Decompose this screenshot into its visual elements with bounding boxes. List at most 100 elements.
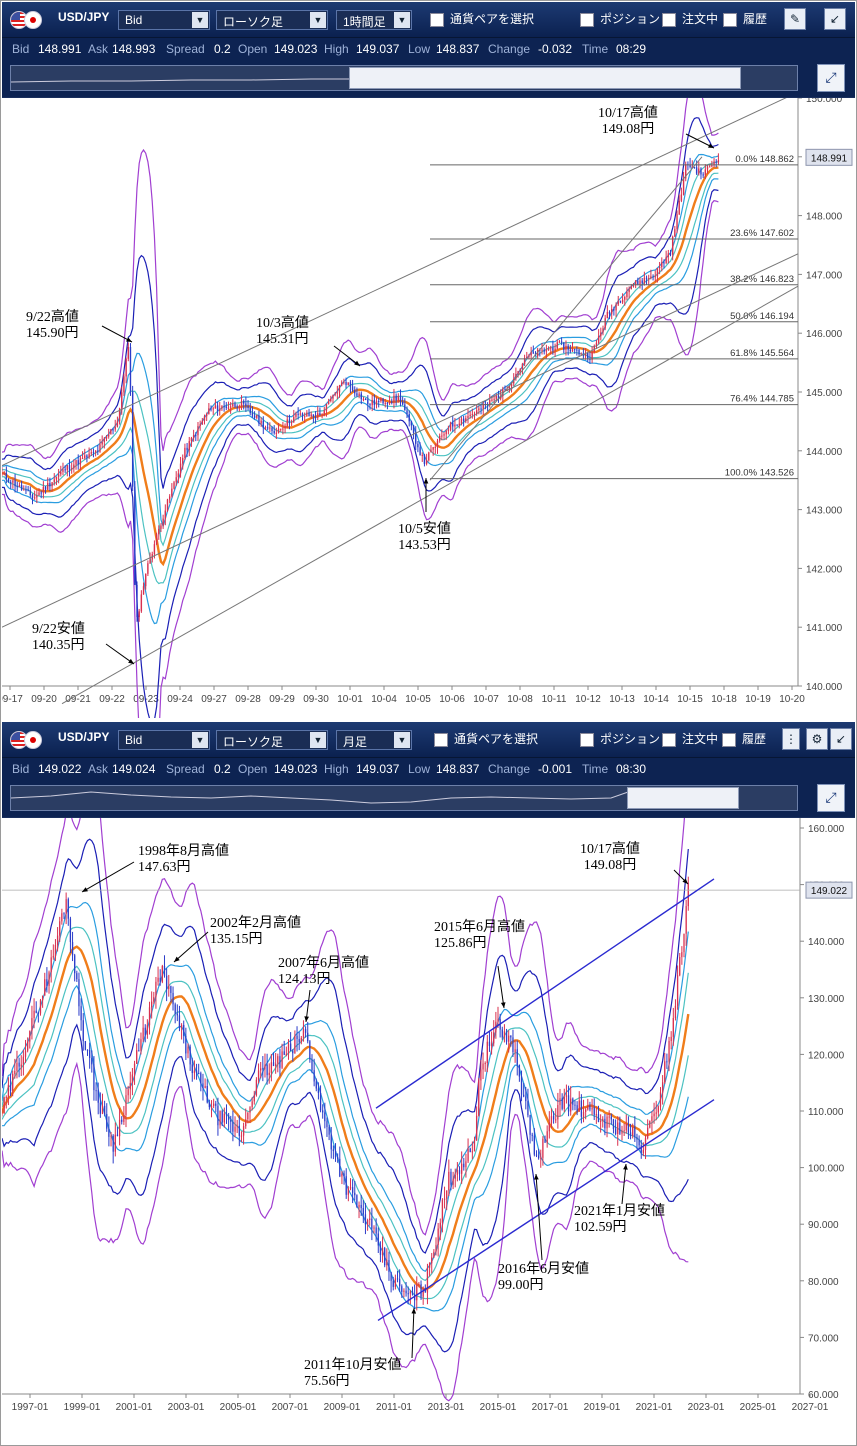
candle-body — [465, 1161, 467, 1168]
candle-body — [125, 1095, 127, 1116]
candle-body — [199, 424, 201, 427]
candle-body — [227, 407, 230, 409]
candle-body — [262, 1068, 264, 1070]
x-tick-label: 2025-01 — [740, 1402, 777, 1413]
navigator-track[interactable] — [10, 785, 798, 811]
candle-body — [597, 1114, 600, 1122]
positions-checkbox[interactable]: ポジション — [580, 730, 660, 750]
candle-body — [197, 426, 199, 436]
drawing-tools-icon[interactable]: ✎ — [784, 8, 806, 30]
candle-body — [469, 1148, 471, 1153]
history-checkbox[interactable]: 履歴 — [723, 10, 767, 30]
candle-body — [159, 977, 161, 982]
currency-pair-label[interactable]: USD/JPY — [58, 730, 110, 744]
navigator-track[interactable] — [10, 65, 798, 91]
expand-icon[interactable]: ⤢ — [817, 784, 845, 812]
candle-body — [29, 1031, 31, 1042]
candle-body — [550, 347, 552, 349]
candle-body — [23, 489, 25, 491]
candle-body — [205, 413, 208, 417]
candle-body — [20, 485, 23, 490]
candle-body — [298, 1039, 300, 1043]
bollinger-band-2sd-upper — [1, 838, 689, 1254]
candle-body — [606, 1116, 608, 1129]
candle-body — [275, 1063, 277, 1067]
candle-body — [123, 1115, 125, 1122]
candle-body — [698, 168, 700, 174]
candle-body — [467, 1148, 469, 1162]
orders-checkbox[interactable]: 注文中 — [662, 730, 718, 750]
navigator-window-handle[interactable] — [349, 67, 741, 89]
candle-body — [653, 1113, 655, 1117]
x-tick-label: 10-07 — [473, 694, 499, 705]
hourly-candlestick-chart[interactable]: 150.000149.000148.000147.000146.000145.0… — [0, 75, 855, 830]
candle-body — [31, 1017, 33, 1032]
y-tick-label: 130.000 — [808, 994, 845, 1005]
arrow-1998-high-head — [82, 887, 88, 892]
candle-body — [324, 1112, 326, 1122]
candle-body — [665, 256, 667, 263]
monthly-candlestick-chart[interactable]: 160.000150.000140.000130.000120.000110.0… — [0, 766, 855, 1444]
select-pair-checkbox[interactable]: 通貨ペアを選択 — [430, 10, 534, 30]
candle-body — [149, 559, 151, 564]
candle-body — [364, 398, 367, 400]
timeframe-select[interactable]: 1時間足 ▼ — [336, 10, 412, 30]
candle-body — [570, 1098, 572, 1112]
orders-checkbox[interactable]: 注文中 — [662, 10, 718, 30]
candle-body — [378, 401, 380, 403]
chart-type-select[interactable]: ローソク足 ▼ — [216, 10, 328, 30]
candle-body — [304, 1029, 307, 1033]
select-pair-checkbox[interactable]: 通貨ペアを選択 — [434, 730, 538, 750]
candle-body — [153, 997, 155, 1002]
arrow-10-17-high-head — [682, 878, 688, 884]
minimize-icon[interactable]: ↙ — [824, 8, 846, 30]
expand-icon[interactable]: ⤢ — [817, 64, 845, 92]
candle-body — [708, 166, 711, 168]
candle-body — [600, 332, 602, 337]
chevron-down-icon: ▼ — [310, 732, 326, 748]
chart-type-select[interactable]: ローソク足 ▼ — [216, 730, 328, 750]
candle-body — [14, 1070, 16, 1074]
candle-body — [682, 178, 685, 195]
positions-checkbox[interactable]: ポジション — [580, 10, 660, 30]
currency-pair-label[interactable]: USD/JPY — [58, 10, 110, 24]
history-checkbox[interactable]: 履歴 — [722, 730, 766, 750]
candle-body — [260, 420, 262, 424]
hourly-chart-panel: USD/JPY Bid ▼ ローソク足 ▼ 1時間足 ▼ 通貨ペアを選択 ポジション … — [0, 2, 855, 830]
x-tick-label: 10-06 — [439, 694, 465, 705]
candle-body — [47, 483, 49, 490]
arrow-2011-low-head — [411, 1308, 417, 1314]
navigator-window-handle[interactable] — [627, 787, 739, 809]
candle-body — [532, 352, 535, 354]
menu-icon[interactable]: ⋮ — [782, 728, 800, 750]
x-tick-label: 2017-01 — [532, 1402, 569, 1413]
candle-body — [336, 392, 339, 394]
candle-body — [659, 1092, 662, 1107]
candle-body — [79, 458, 82, 465]
candle-body — [89, 1050, 91, 1058]
minimize-icon[interactable]: ↙ — [830, 728, 852, 750]
price-type-select[interactable]: Bid ▼ — [118, 10, 210, 30]
candle-body — [443, 1198, 446, 1200]
candle-body — [312, 414, 315, 417]
monthly-chart-panel: USD/JPY Bid ▼ ローソク足 ▼ 月足 ▼ 通貨ペアを選択 ポジション 注文… — [0, 722, 855, 1444]
timeframe-select[interactable]: 月足 ▼ — [336, 730, 412, 750]
candle-body — [529, 1115, 531, 1135]
candle-body — [195, 435, 197, 437]
y-tick-label: 90.000 — [808, 1220, 839, 1231]
candle-body — [341, 1173, 343, 1177]
candle-body — [638, 1139, 640, 1146]
candle-body — [629, 1132, 632, 1136]
change-value: -0.032 — [538, 42, 573, 56]
candle-body — [238, 406, 241, 408]
bollinger-band-1sd-lower — [2, 984, 689, 1312]
candle-body — [386, 402, 389, 404]
candle-body — [330, 398, 332, 402]
candle-body — [229, 406, 232, 408]
price-type-select[interactable]: Bid ▼ — [118, 730, 210, 750]
gear-icon[interactable]: ⚙ — [806, 728, 828, 750]
candle-body — [606, 312, 609, 319]
candle-body — [608, 312, 611, 314]
channel-upper-line — [1, 91, 799, 466]
candle-body — [272, 1062, 275, 1067]
